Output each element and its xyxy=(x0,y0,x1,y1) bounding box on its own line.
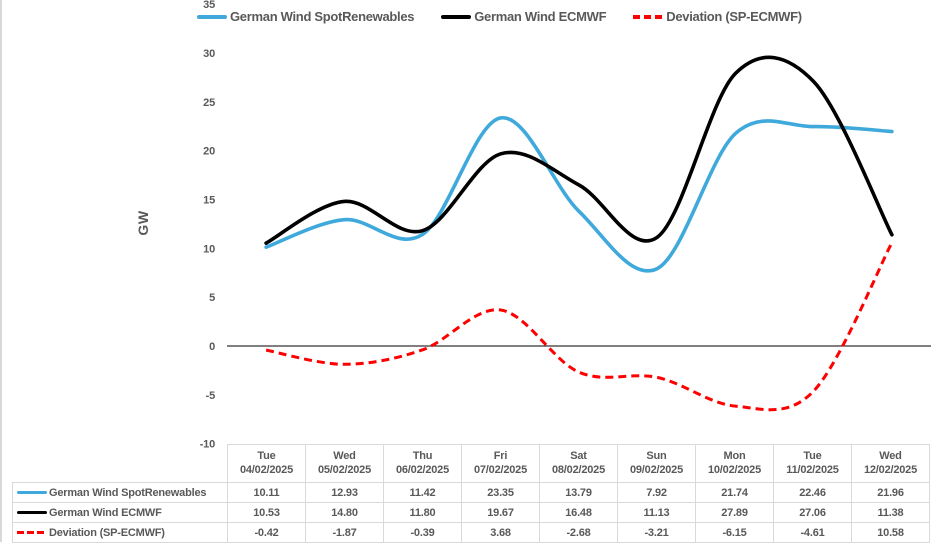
column-date: 05/02/2025 xyxy=(317,463,372,476)
legend-label: Deviation (SP-ECMWF) xyxy=(666,9,802,24)
value-cell: 21.74 xyxy=(695,482,774,503)
column-header: Wed 12/02/2025 xyxy=(851,444,930,483)
value-cell: -0.42 xyxy=(227,522,306,543)
column-day: Thu xyxy=(412,450,433,462)
table-row-german-wind-ecmwf: German Wind ECMWF 10.53 14.80 11.80 19.67 16.… xyxy=(12,502,930,523)
column-day: Tue xyxy=(257,450,276,462)
y-axis-title: GW xyxy=(135,210,151,235)
value-cell: 19.67 xyxy=(461,502,540,523)
y-tick-label: 20 xyxy=(203,146,215,158)
y-tick-label: 30 xyxy=(203,48,215,60)
value-cell: 16.48 xyxy=(539,502,618,523)
chart-legend: German Wind SpotRenewables German Wind EC… xyxy=(197,9,802,24)
y-tick-label: 25 xyxy=(203,97,215,109)
line-icon xyxy=(17,510,47,515)
value-cell: 21.96 xyxy=(851,482,930,503)
line-icon xyxy=(441,14,472,19)
dashed-line-icon xyxy=(17,530,47,535)
column-date: 04/02/2025 xyxy=(239,463,294,476)
y-tick-label: 0 xyxy=(209,341,215,353)
value-cell: 12.93 xyxy=(305,482,384,503)
column-date: 10/02/2025 xyxy=(707,463,762,476)
series-line-german-wind-ecmwf xyxy=(264,55,894,245)
column-header: Thu 06/02/2025 xyxy=(383,444,462,483)
row-label-text: German Wind ECMWF xyxy=(49,506,162,519)
column-day: Tue xyxy=(803,450,822,462)
legend-label: German Wind ECMWF xyxy=(474,9,607,24)
line-icon xyxy=(197,14,227,19)
value-cell: 14.80 xyxy=(305,502,384,523)
value-cell: -4.61 xyxy=(773,522,852,543)
column-date: 06/02/2025 xyxy=(395,463,450,476)
row-label: German Wind SpotRenewables xyxy=(12,482,228,503)
column-header: Wed 05/02/2025 xyxy=(305,444,384,483)
column-date: 08/02/2025 xyxy=(551,463,606,476)
column-header: Sun 09/02/2025 xyxy=(617,444,696,483)
line-icon xyxy=(17,490,47,495)
value-cell: -0.39 xyxy=(383,522,462,543)
row-label-text: German Wind SpotRenewables xyxy=(49,486,207,499)
row-label-text: Deviation (SP-ECMWF) xyxy=(49,526,165,539)
value-cell: -3.21 xyxy=(617,522,696,543)
value-cell: 11.42 xyxy=(383,482,462,503)
value-cell: 11.80 xyxy=(383,502,462,523)
value-cell: 27.06 xyxy=(773,502,852,523)
column-date: 07/02/2025 xyxy=(473,463,528,476)
column-header: Sat 08/02/2025 xyxy=(539,444,618,483)
column-header: Mon 10/02/2025 xyxy=(695,444,774,483)
value-cell: 11.13 xyxy=(617,502,696,523)
y-tick-label: 10 xyxy=(203,243,215,255)
y-tick-label: 35 xyxy=(203,0,215,11)
data-table: Tue 04/02/2025 Wed 05/02/2025 Thu 06/02/2025 F… xyxy=(12,444,930,543)
value-cell: 3.68 xyxy=(461,522,540,543)
value-cell: -1.87 xyxy=(305,522,384,543)
y-tick-label: 15 xyxy=(203,194,215,206)
value-cell: 11.38 xyxy=(851,502,930,523)
legend-item-german-wind-spotrenewables: German Wind SpotRenewables xyxy=(197,9,415,24)
panel-left-border xyxy=(0,0,2,542)
table-row-german-wind-spotrenewables: German Wind SpotRenewables 10.11 12.93 11.4… xyxy=(12,482,930,503)
column-day: Sat xyxy=(570,450,587,462)
value-cell: -2.68 xyxy=(539,522,618,543)
value-cell: 27.89 xyxy=(695,502,774,523)
series-lines xyxy=(264,55,894,412)
value-cell: 23.35 xyxy=(461,482,540,503)
column-date: 09/02/2025 xyxy=(629,463,684,476)
y-tick-label: 5 xyxy=(209,292,215,304)
value-cell: 10.11 xyxy=(227,482,306,503)
legend-item-deviation-sp-ecmwf: Deviation (SP-ECMWF) xyxy=(633,9,802,24)
column-header: Fri 07/02/2025 xyxy=(461,444,540,483)
series-line-deviation-sp-ecmwf xyxy=(265,241,894,412)
series-line-german-wind-spotrenewables xyxy=(264,116,894,273)
value-cell: 22.46 xyxy=(773,482,852,503)
column-date: 12/02/2025 xyxy=(863,463,918,476)
value-cell: 10.58 xyxy=(851,522,930,543)
legend-label: German Wind SpotRenewables xyxy=(230,9,415,24)
column-day: Wed xyxy=(879,450,902,462)
column-day: Sun xyxy=(646,450,667,462)
row-label: Deviation (SP-ECMWF) xyxy=(12,522,228,543)
value-cell: 7.92 xyxy=(617,482,696,503)
row-label: German Wind ECMWF xyxy=(12,502,228,523)
value-cell: 13.79 xyxy=(539,482,618,503)
y-tick-label: -10 xyxy=(200,439,215,451)
dashed-line-icon xyxy=(633,14,664,19)
y-tick-label: -5 xyxy=(206,390,215,402)
column-day: Fri xyxy=(493,450,508,462)
column-header: Tue 04/02/2025 xyxy=(227,444,306,483)
table-corner-blank xyxy=(13,445,228,483)
column-header: Tue 11/02/2025 xyxy=(773,444,852,483)
column-date: 11/02/2025 xyxy=(786,463,839,476)
value-cell: -6.15 xyxy=(695,522,774,543)
table-header-row: Tue 04/02/2025 Wed 05/02/2025 Thu 06/02/2025 F… xyxy=(13,444,930,483)
table-row-deviation-sp-ecmwf: Deviation (SP-ECMWF) -0.42 -1.87 -0.39 3.68-… xyxy=(12,522,930,543)
value-cell: 10.53 xyxy=(227,502,306,523)
legend-item-german-wind-ecmwf: German Wind ECMWF xyxy=(441,9,607,24)
column-day: Wed xyxy=(333,450,356,462)
y-axis-ticks: 35 30 25 20 15 10 5 0 -5 -10 xyxy=(200,0,216,451)
column-day: Mon xyxy=(723,450,746,462)
